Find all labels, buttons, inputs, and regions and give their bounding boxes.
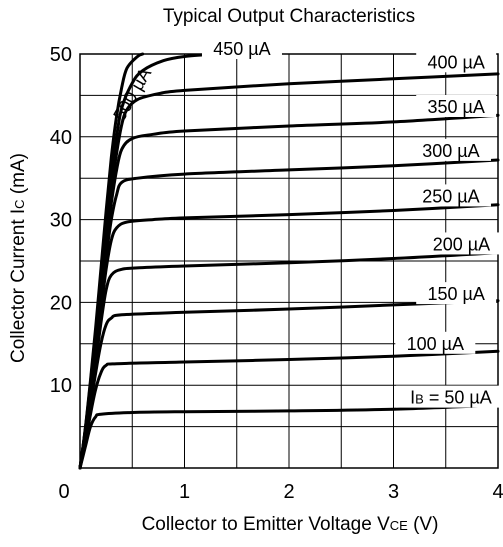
series-labels: IB = 50 µA 100 µA 150 µA 200 µA 250 µA 300 µA… [109,37,503,408]
y-tick-labels: 10 20 30 40 50 [50,44,72,397]
series-label: 350 µA [427,97,484,117]
series-label: IB = 50 µA [410,388,492,408]
x-axis-label-text: Collector to Emitter Voltage V [142,514,390,535]
y-axis-label: Collector Current IC (mA) [8,153,29,363]
series-label-bg [410,138,491,161]
series-label: 200 µA [433,234,490,254]
y-tick-label: 20 [50,292,72,314]
x-tick-label: 3 [388,481,399,503]
plot-frame [79,53,499,469]
series-label-bg [395,331,476,354]
series-label: 250 µA [422,186,479,206]
series-label: 400 µA [427,52,484,72]
y-tick-label: 30 [50,210,72,232]
x-tick-label: 1 [179,481,190,503]
x-tick-label: 4 [492,481,503,503]
y-tick-label: 40 [50,127,72,149]
series-curves [78,52,500,470]
y-axis-label-sub: C [12,199,27,208]
y-axis-label-suffix: (mA) [8,153,29,199]
series-label-bg [416,282,497,305]
series-label-bg [410,184,491,207]
series-label-bg [201,37,282,60]
series-label-bg [416,94,497,117]
chart-title: Typical Output Characteristics [163,6,415,27]
y-tick-label: 10 [50,375,72,397]
x-tick-label: 2 [283,481,294,503]
x-axis-label: Collector to Emitter Voltage VCE (V) [142,514,439,535]
series-curve [78,403,500,470]
series-label: 100 µA [407,334,464,354]
x-axis-label-suffix: (V) [408,514,439,535]
y-tick-label: 50 [50,44,72,66]
series-label: 300 µA [422,141,479,161]
x-tick-labels: 0 1 2 3 4 [58,481,503,503]
series-label-bg [421,232,502,255]
series-label: 450 µA [213,39,270,59]
series-label-bg [416,50,497,73]
x-axis-label-sub: CE [390,518,408,533]
y-axis-label-text: Collector Current I [8,209,29,363]
series-curve [78,52,145,470]
series-label: 150 µA [427,284,484,304]
x-tick-label: 0 [58,481,69,503]
series-label-bg [395,385,503,408]
